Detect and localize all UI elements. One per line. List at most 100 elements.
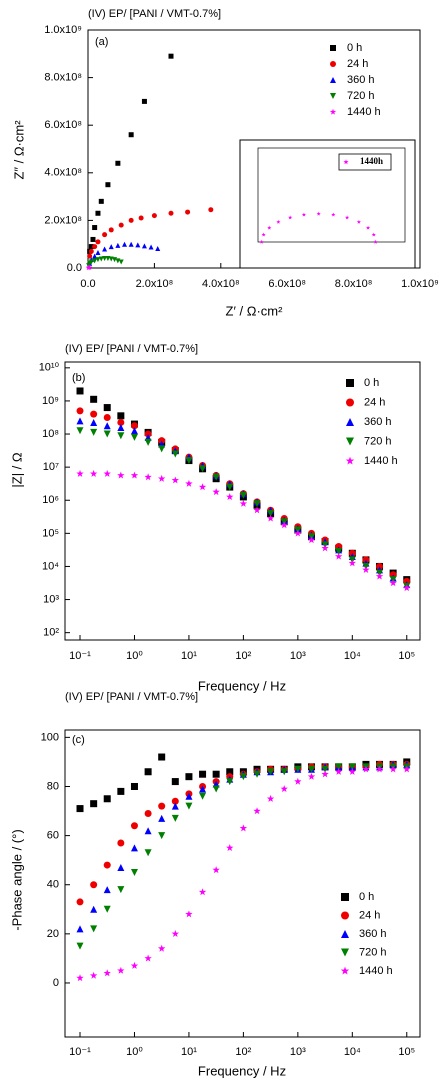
data-point [362,565,370,573]
legend-marker [330,61,336,67]
data-point [158,802,166,810]
data-point [128,132,134,138]
data-point [362,765,370,773]
data-point [135,242,141,248]
data-point [365,225,371,230]
x-tick-label: 2.0x10⁸ [136,278,174,290]
data-point [239,491,247,499]
data-point [76,417,84,425]
y-tick-label: 10⁴ [42,560,59,572]
y-tick-label: 20 [47,928,59,940]
data-point [185,802,193,810]
y-tick-label: 10⁸ [42,428,59,440]
legend-marker [341,948,349,957]
data-point [88,244,94,250]
data-point [321,770,329,778]
data-point [117,471,125,479]
x-tick-label: 10⁵ [398,1046,415,1058]
x-tick-label: 10⁰ [126,650,143,662]
panel-label: (a) [95,36,108,48]
data-point [76,898,84,906]
data-point [76,407,84,415]
y-tick-label: 100 [41,731,59,743]
data-point [92,258,98,264]
data-point [122,241,128,247]
data-point [90,905,98,913]
data-point [76,942,84,950]
data-point [102,246,108,252]
data-point [212,866,220,874]
y-tick-label: 2.0x10⁸ [44,214,82,226]
data-point [90,925,98,933]
data-point [87,264,93,270]
y-tick-label: 10⁶ [42,494,59,506]
x-tick-label: 10³ [290,1046,306,1058]
data-point [253,807,261,815]
x-tick-label: 10⁴ [344,650,361,662]
legend-marker [346,437,354,446]
data-point [92,244,98,250]
data-point [144,954,152,962]
chart-title: (IV) EP/ [PANI / VMT-0.7%] [65,343,198,355]
data-point [130,427,138,435]
panel-label: (c) [72,734,85,746]
data-point [117,432,125,440]
data-point [89,469,98,477]
data-point [307,765,315,773]
data-point [144,810,152,818]
chart-title: (IV) EP/ [PANI / VMT-0.7%] [65,691,198,703]
legend-label: 360 h [347,74,375,86]
legend-marker [329,108,337,115]
data-point [307,536,316,544]
data-point [103,430,111,438]
data-point [389,765,397,773]
data-point [239,499,248,507]
data-point [185,910,193,918]
data-point [171,450,179,458]
data-point [158,474,166,482]
data-point [117,886,125,894]
data-point [335,763,343,771]
data-point [185,792,193,800]
data-point [226,493,234,501]
y-axis-label: -Phase angle / (°) [9,829,24,930]
legend-label: 24 h [347,58,368,70]
data-point [130,868,138,876]
data-point [171,814,179,822]
data-point [267,768,275,776]
inset-frame [239,139,416,269]
y-tick-label: 60 [47,830,59,842]
data-point [158,814,166,822]
data-point [171,476,179,484]
data-point [103,469,111,477]
data-point [403,765,411,773]
x-tick-label: 1.0x10⁹ [401,278,439,290]
data-point [226,844,234,852]
y-tick-label: 10⁹ [42,395,59,407]
legend-label: 360 h [359,928,387,940]
data-point [76,974,84,982]
chart-title: (IV) EP/ [PANI / VMT-0.7%] [88,8,221,20]
data-point [115,160,121,166]
data-point [92,225,98,231]
data-point [335,552,343,560]
legend-label: 720 h [347,90,375,102]
data-point [212,488,220,496]
data-point [267,225,272,230]
data-point [158,445,166,453]
y-tick-label: 0 [53,977,59,989]
data-point [90,418,98,426]
legend-marker [341,893,349,901]
data-point [288,215,293,220]
data-point [103,861,111,869]
data-point [117,418,125,426]
data-point [307,772,316,780]
data-point [276,219,281,224]
data-point [76,925,84,933]
data-point [128,217,134,223]
y-tick-label: 0.0 [67,262,82,274]
data-point [90,410,98,418]
legend-marker [341,930,349,938]
data-point [280,785,288,793]
legend-marker [343,159,349,165]
